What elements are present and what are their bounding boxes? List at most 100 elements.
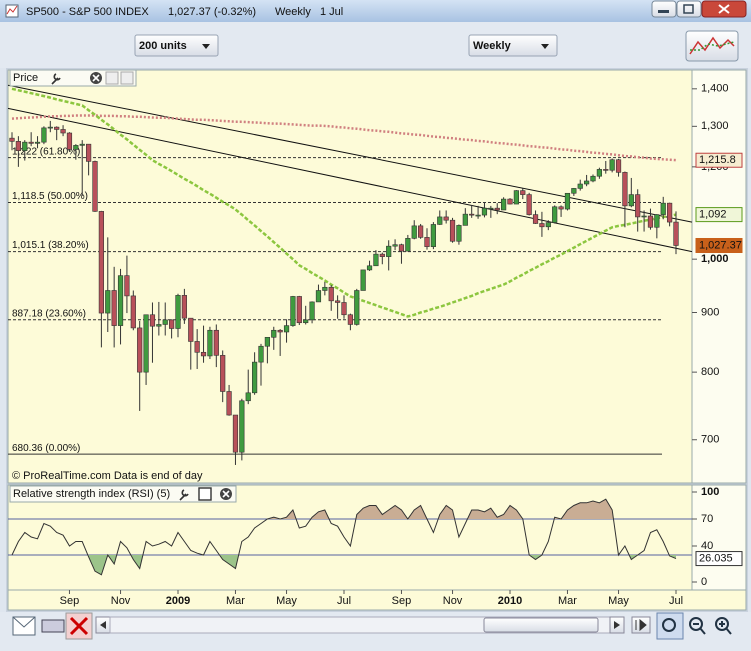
candle-body — [303, 319, 309, 324]
x-tick-label: Sep — [392, 595, 412, 607]
candle-body — [34, 141, 41, 144]
fibonacci-label: 1,222 (61.80%) — [12, 146, 80, 157]
date-axis-panel — [7, 589, 747, 611]
candle-body — [105, 290, 111, 314]
candle-body — [60, 129, 66, 134]
candle-body — [641, 215, 647, 218]
candle-body — [443, 216, 449, 221]
candle-body — [469, 213, 475, 216]
window-period: Weekly — [275, 6, 311, 18]
candle-body — [635, 194, 641, 218]
scroll-thumb[interactable] — [483, 617, 599, 633]
trendline — [7, 84, 693, 223]
candle-body — [615, 159, 622, 173]
window-date: 1 Jul — [320, 6, 343, 18]
candle-body — [360, 269, 366, 291]
indicator-glyph — [689, 36, 735, 55]
price-axis-panel — [691, 69, 747, 484]
price-tag-label: 26.035 — [699, 552, 733, 564]
candle-body — [188, 317, 194, 342]
candle-body — [398, 244, 405, 252]
rsi-panel-header — [9, 485, 237, 503]
candle-body — [79, 143, 85, 146]
candle-body — [277, 329, 283, 333]
candle-body — [264, 336, 270, 347]
candle-body — [124, 275, 130, 297]
candle-body — [47, 126, 53, 129]
price-panel — [7, 69, 693, 484]
candle-body — [418, 225, 424, 238]
price-panel-title: Price — [13, 72, 38, 84]
candle-body — [322, 286, 328, 291]
settings-icon[interactable] — [51, 73, 61, 85]
candle-body — [526, 194, 532, 215]
candle-body — [430, 224, 436, 247]
settings-icon[interactable] — [179, 489, 189, 501]
candle-body — [341, 302, 347, 316]
candle-body — [296, 296, 302, 324]
title-bar — [0, 0, 751, 22]
x-tick-label: Sep — [60, 595, 80, 607]
price-tag-label: 1,215.8 — [699, 154, 736, 166]
candle-body — [494, 207, 500, 211]
window-quote: 1,027.37 (-0.32%) — [168, 6, 256, 18]
print-button[interactable] — [41, 619, 65, 633]
restore-button[interactable] — [676, 0, 702, 18]
candle-body — [181, 295, 187, 319]
price-tag-label: 1,027.37 — [699, 239, 742, 251]
y-tick-label: 70 — [701, 513, 713, 525]
candle-body — [315, 290, 322, 303]
y-tick-label: 700 — [701, 434, 719, 446]
units-dropdown[interactable] — [134, 34, 219, 57]
candle-body — [609, 159, 615, 171]
candle-body — [520, 190, 526, 195]
candle-body — [213, 329, 219, 356]
price-tag — [695, 152, 743, 168]
candle-body — [15, 141, 21, 151]
scroll-right-glyph — [614, 621, 620, 629]
timeframe-dropdown[interactable] — [468, 34, 558, 57]
candle-body — [392, 244, 398, 247]
y-tick-label: 1,300 — [701, 120, 729, 132]
candle-body — [411, 225, 417, 239]
candle-body — [149, 314, 156, 327]
candle-body — [603, 169, 609, 171]
candle-body — [117, 275, 124, 326]
candle-body — [309, 301, 315, 321]
zoom-out-button[interactable] — [689, 617, 703, 631]
rsi-line — [11, 498, 677, 576]
indicator-button[interactable] — [685, 30, 739, 62]
rsi-panel-title: Relative strength index (RSI) (5) — [13, 488, 170, 500]
x-tick-label: Mar — [558, 595, 577, 607]
y-tick-label: 900 — [701, 306, 719, 318]
candle-body — [200, 351, 207, 357]
move-up-icon[interactable] — [105, 71, 119, 85]
fibonacci-label: 680.36 (0.00%) — [12, 443, 80, 454]
y-tick-label: 1,000 — [701, 253, 729, 265]
candle-body — [162, 319, 168, 325]
x-tick-label: Jul — [337, 595, 351, 607]
candle-body — [571, 188, 577, 194]
window-icon[interactable] — [198, 487, 212, 501]
remove-glyph — [222, 490, 230, 498]
candle-body — [354, 290, 360, 325]
x-tick-label: May — [276, 595, 297, 607]
candle-body — [596, 169, 602, 177]
candle-body — [130, 295, 136, 329]
autoscale-button[interactable] — [656, 612, 684, 640]
minimize-button[interactable] — [651, 0, 677, 18]
candle-body — [73, 145, 79, 150]
zoom-in-glyph — [719, 621, 732, 635]
zoom-in-button[interactable] — [715, 617, 729, 631]
move-down-icon[interactable] — [120, 71, 134, 85]
x-tick-label: May — [608, 595, 629, 607]
delete-glyph — [69, 616, 89, 636]
candle-body — [584, 180, 590, 185]
indicator-glyph — [690, 41, 735, 51]
candle-body — [175, 295, 181, 329]
candle-body — [667, 202, 673, 223]
candle-body — [252, 361, 258, 394]
chart-footer: © ProRealTime.com Data is end of day — [12, 470, 203, 482]
y-tick-label: 0 — [701, 576, 707, 588]
